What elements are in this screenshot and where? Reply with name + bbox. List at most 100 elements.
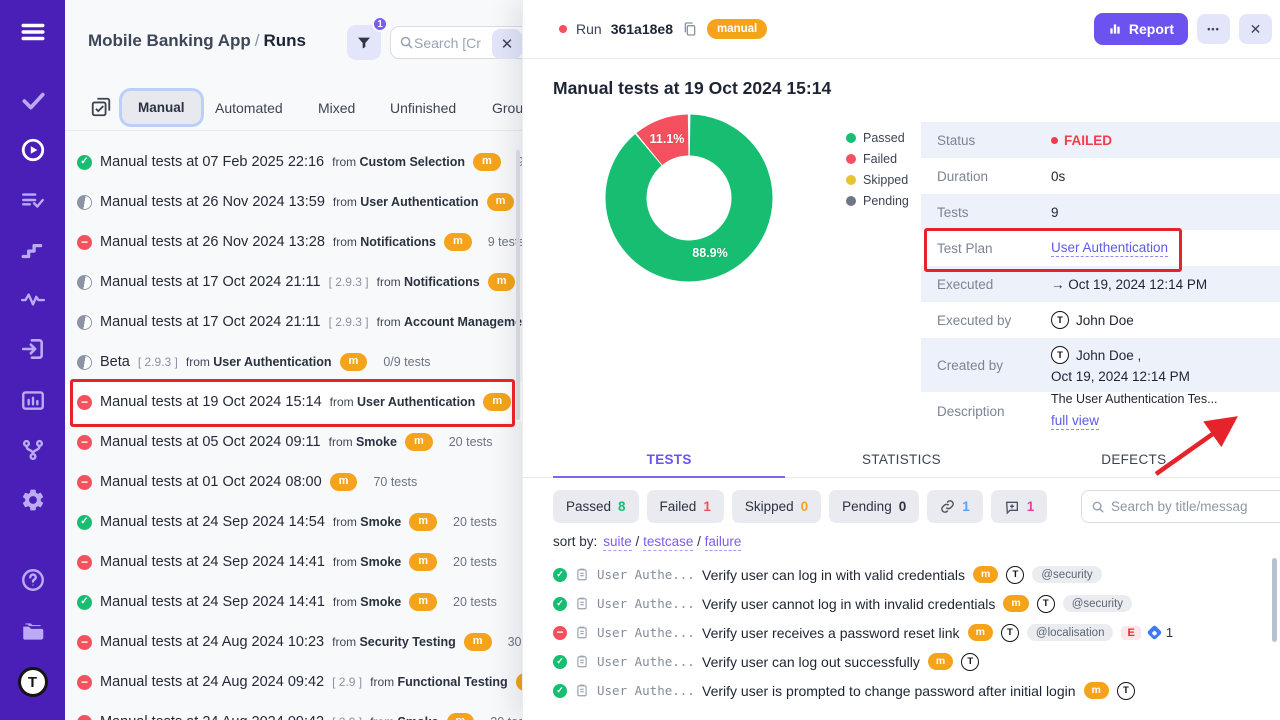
run-status-icon [77,474,92,490]
run-list-item[interactable]: Manual tests at 26 Nov 2024 13:28 from N… [65,222,522,262]
filter-chip-failed[interactable]: Failed 1 [646,490,724,523]
breadcrumb: Mobile Banking App / Runs [88,31,306,51]
profile-logo[interactable]: T [17,667,48,697]
run-item-source: from Custom Selection [332,155,466,169]
breadcrumb-project[interactable]: Mobile Banking App [88,31,251,50]
run-list-item[interactable]: Manual tests at 19 Oct 2024 15:14 from U… [65,382,522,422]
user-name: John Doe , [1076,347,1142,363]
clear-search-button[interactable]: ✕ [492,29,522,59]
menu-icon[interactable] [19,18,47,46]
left-scrollbar[interactable] [516,150,520,420]
run-list-item[interactable]: Manual tests at 17 Oct 2024 21:11 [ 2.9.… [65,302,522,342]
filter-chip-pending[interactable]: Pending 0 [829,490,920,523]
run-status-icon [77,674,92,690]
run-list-item[interactable]: Manual tests at 24 Sep 2024 14:41 from S… [65,542,522,582]
runs-play-icon[interactable] [19,136,47,164]
assignee-avatar: T [961,652,980,671]
run-list-item[interactable]: Manual tests at 26 Nov 2024 13:59 from U… [65,182,522,222]
test-plan-link[interactable]: User Authentication [1051,239,1169,257]
tests-search[interactable] [1081,490,1280,523]
pulse-icon[interactable] [19,285,47,313]
plans-list-icon[interactable] [19,186,47,214]
multi-select-icon[interactable] [90,96,112,118]
detail-label: Test Plan [937,240,993,256]
detail-row-duration: Duration 0s [921,158,1280,194]
tab-grou[interactable]: Grou [492,100,522,116]
tab-unfinished[interactable]: Unfinished [390,100,457,116]
tab-defects[interactable]: DEFECTS [1101,452,1167,467]
run-list-item[interactable]: Manual tests at 24 Aug 2024 09:42 [ 2.9 … [65,702,522,720]
run-list-item[interactable]: Manual tests at 07 Feb 2025 22:16 from C… [65,142,522,182]
tab-tests[interactable]: TESTS [553,447,786,478]
sort-by-suite[interactable]: suite [603,534,632,551]
reports-chart-icon[interactable] [19,386,47,414]
runs-search-input[interactable] [414,34,514,51]
run-status-icon [77,154,92,170]
manual-badge: m [927,653,954,670]
filter-chip-link-icon[interactable]: 1 [927,490,983,523]
projects-folder-icon[interactable] [19,617,47,645]
main-sidebar: T [0,0,65,720]
detail-label: Executed by [937,312,1012,328]
report-button[interactable]: Report [1093,13,1188,45]
test-result-row[interactable]: User Authe... Verify user cannot log in … [523,589,1280,618]
run-status-icon [77,394,92,410]
help-icon[interactable] [19,566,47,594]
run-item-title: Manual tests at 24 Aug 2024 09:42 [100,714,324,720]
run-item-title: Manual tests at 24 Sep 2024 14:41 [100,594,325,610]
run-list-item[interactable]: Manual tests at 17 Oct 2024 21:11 [ 2.9.… [65,262,522,302]
run-type-badge: manual [706,19,768,39]
breadcrumb-section: Runs [263,31,307,50]
run-list-item[interactable]: Manual tests at 24 Sep 2024 14:41 from S… [65,582,522,622]
test-suite-name: User Authe... [597,683,694,698]
testcase-clipboard-icon [577,626,587,639]
test-result-row[interactable]: User Authe... Verify user is prompted to… [523,676,1280,705]
sign-in-icon[interactable] [19,335,47,363]
run-item-count: 30 [507,635,522,649]
test-suite-name: User Authe... [597,567,694,582]
run-list-item[interactable]: Manual tests at 05 Oct 2024 09:11 from S… [65,422,522,462]
test-result-row[interactable]: User Authe... Verify user can log in wit… [523,560,1280,589]
run-item-title: Manual tests at 26 Nov 2024 13:28 [100,234,325,250]
copy-icon[interactable] [682,20,698,38]
sort-by-testcase[interactable]: testcase [643,534,694,551]
steps-icon[interactable] [19,236,47,264]
run-item-source: from Notifications [376,275,480,289]
filter-chip-skipped[interactable]: Skipped 0 [731,490,822,523]
tests-search-input[interactable] [1111,499,1280,514]
branches-icon[interactable] [19,436,47,464]
run-status-icon [77,314,92,330]
test-result-row[interactable]: User Authe... Verify user can log out su… [523,647,1280,676]
tests-scrollbar[interactable] [1272,558,1277,642]
tab-manual[interactable]: Manual [122,91,201,124]
run-item-source: from User Authentication [329,395,476,409]
defect-link[interactable]: 1 [1146,624,1173,641]
run-list-item[interactable]: Manual tests at 24 Sep 2024 14:54 from S… [65,502,522,542]
full-view-link[interactable]: full view [1051,413,1100,430]
run-list-item[interactable]: Manual tests at 24 Aug 2024 10:23 from S… [65,622,522,662]
filter-count-badge: 1 [372,16,388,32]
run-label: Run [576,21,602,37]
tab-automated[interactable]: Automated [215,100,283,116]
settings-gear-icon[interactable] [19,486,47,514]
detail-tabs: TESTS STATISTICS DEFECTS [523,447,1280,478]
passed-slice-label: 88.9% [692,246,728,260]
filter-chip-comment-plus-icon[interactable]: 1 [990,490,1048,523]
tab-mixed[interactable]: Mixed [318,100,356,116]
detail-row-created-by: Created by T John Doe , Oct 19, 2024 12:14 … [921,338,1280,392]
report-button-label: Report [1128,21,1174,37]
run-list-item[interactable]: Beta [ 2.9.3 ] from User Authentication … [65,342,522,382]
chip-count: 1 [1026,499,1035,514]
filter-chip-passed[interactable]: Passed 8 [553,490,639,523]
test-title: Verify user can log in with valid creden… [702,566,966,583]
detail-label: Executed [937,276,994,292]
sort-by-failure[interactable]: failure [704,534,742,551]
test-result-row[interactable]: User Authe... Verify user receives a pas… [523,618,1280,647]
run-list-item[interactable]: Manual tests at 24 Aug 2024 09:42 [ 2.9 … [65,662,522,702]
tests-check-icon[interactable] [19,86,47,114]
result-filter-chips: Passed 8 Failed 1 Skipped 0 Pending 0 1 1 [553,490,1048,523]
run-list-item[interactable]: Manual tests at 01 Oct 2024 08:00 m 70 t… [65,462,522,502]
close-panel-button[interactable]: ✕ [1239,14,1272,44]
tab-statistics[interactable]: STATISTICS [861,452,941,467]
more-button[interactable]: ••• [1197,14,1230,44]
